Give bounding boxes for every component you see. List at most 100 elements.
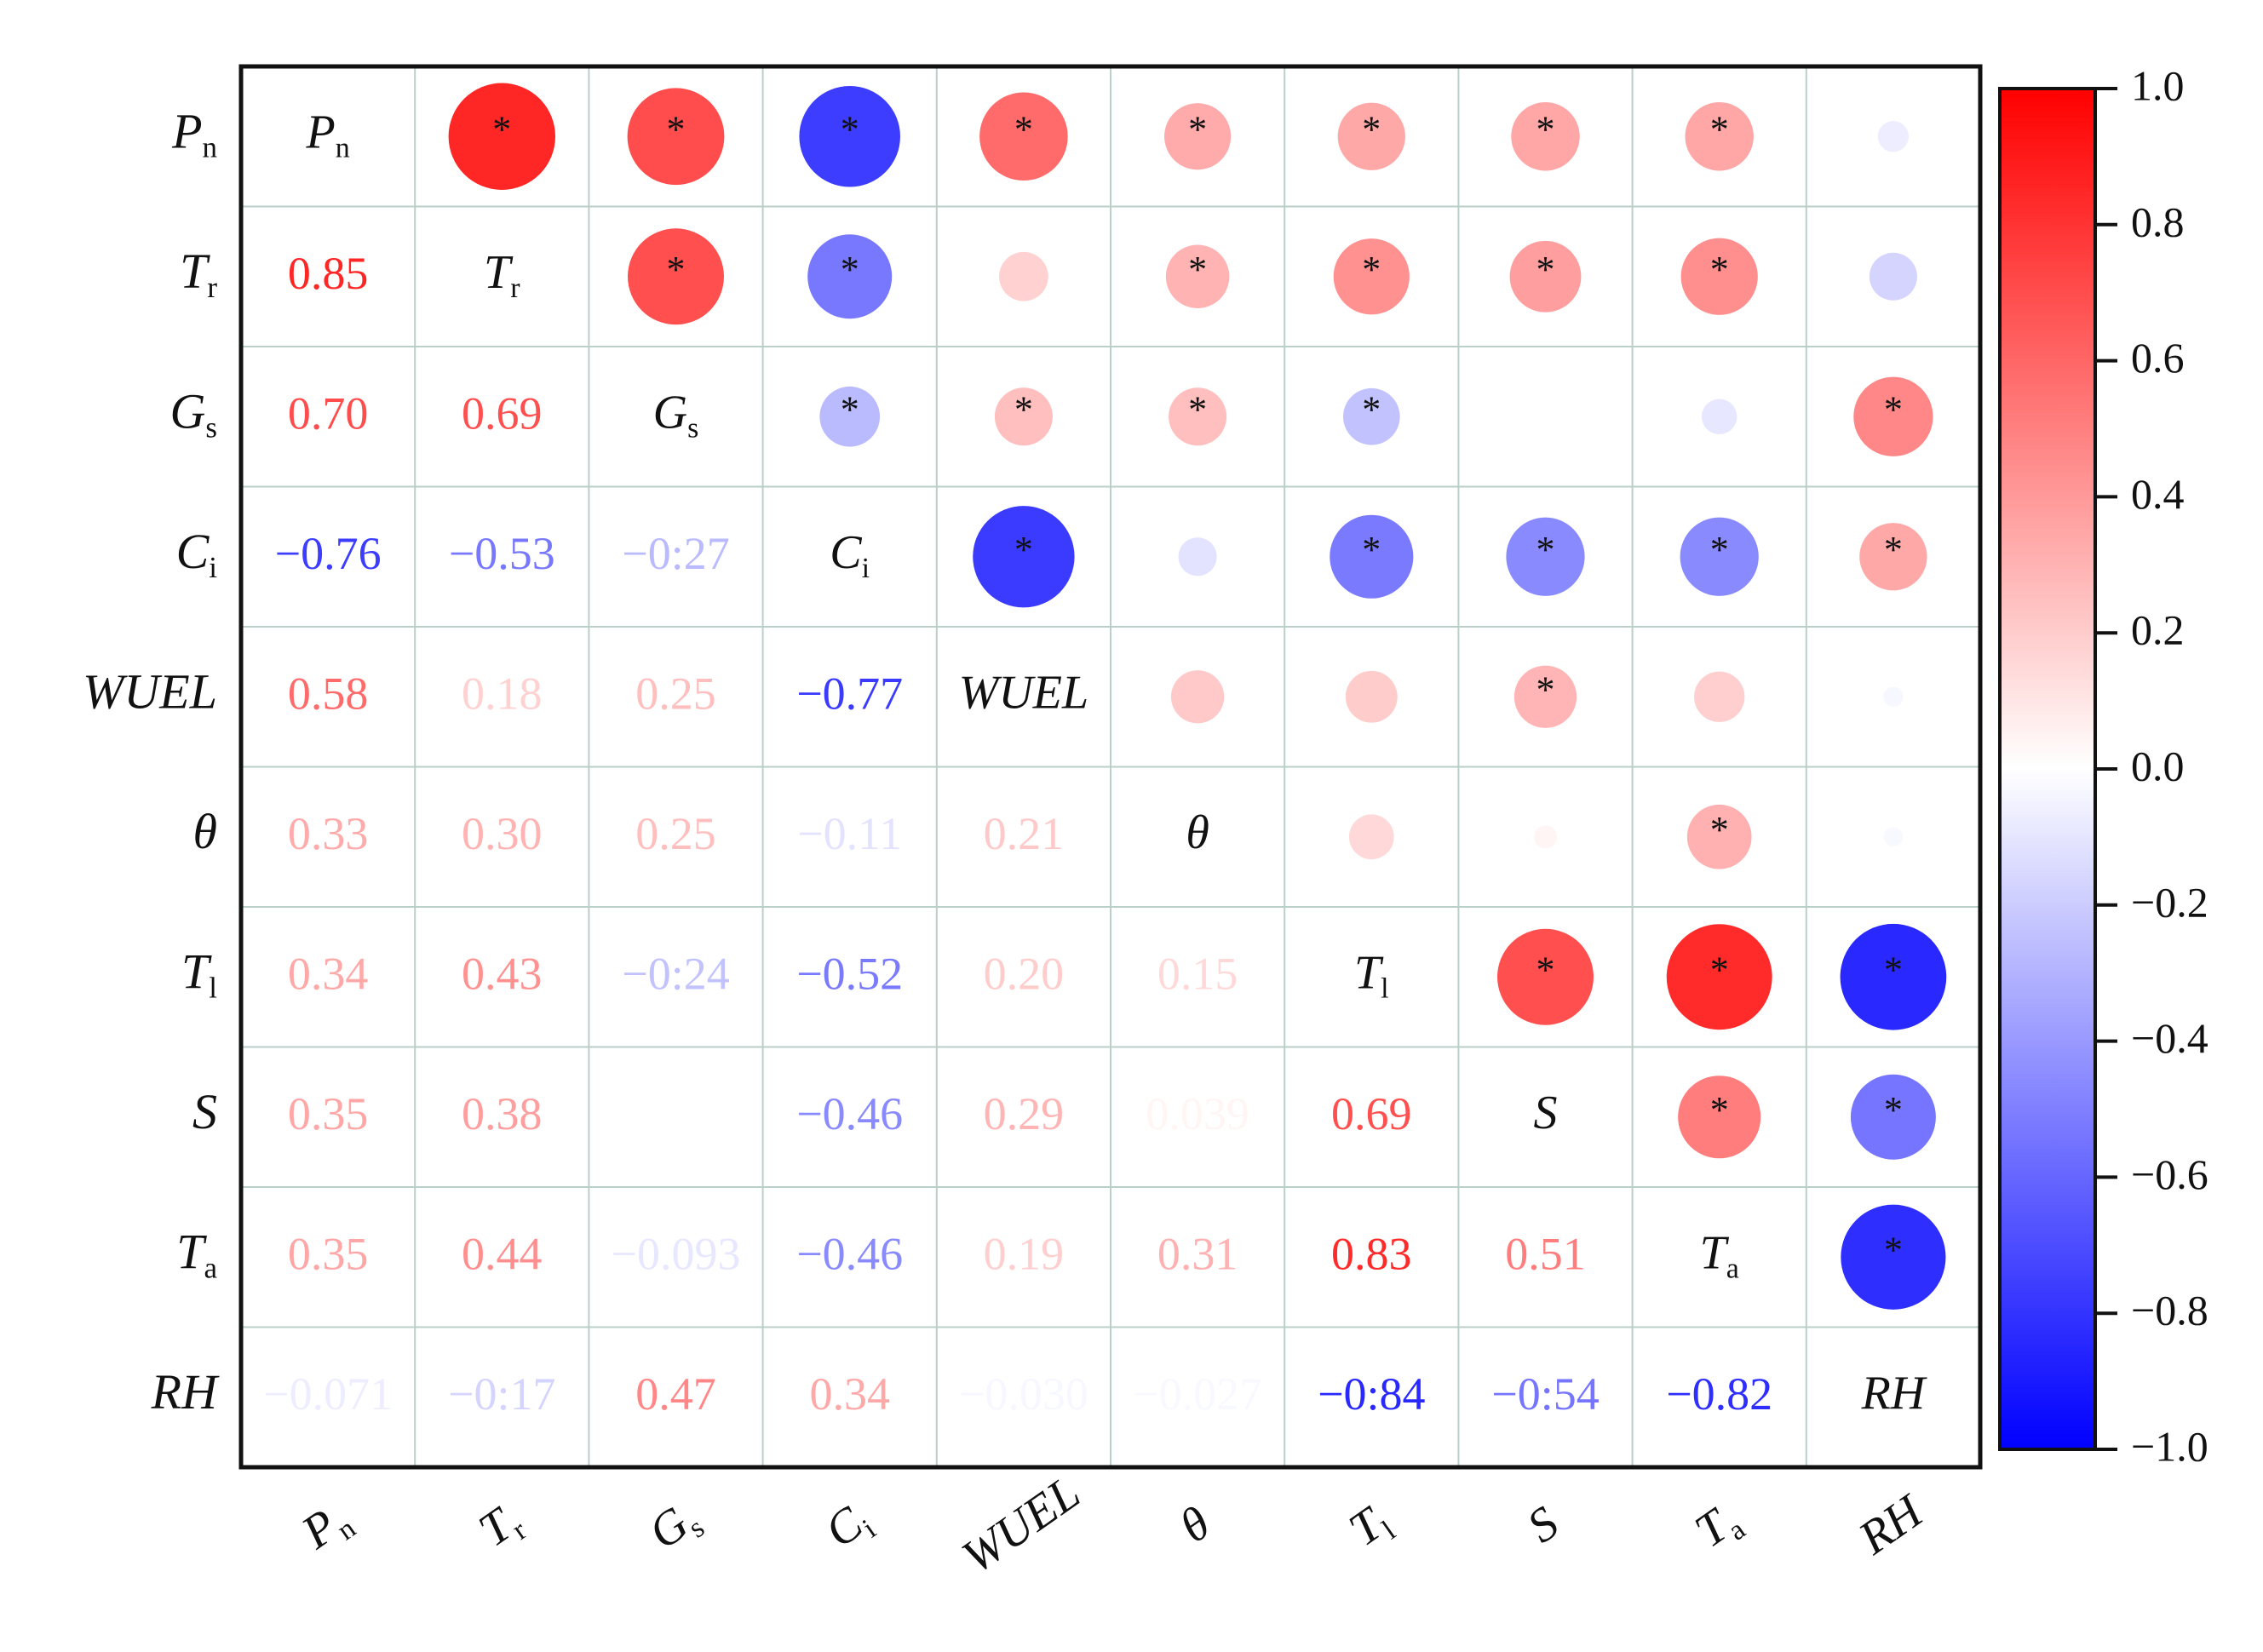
- corr-circle-0-6: [1337, 102, 1405, 170]
- significance-star: *: [1014, 388, 1033, 430]
- corr-circle-5-9: [1883, 827, 1904, 846]
- col-label-5: θ: [1170, 1496, 1220, 1553]
- significance-star: *: [1362, 249, 1381, 290]
- col-label-group-0: Pn: [292, 1491, 362, 1564]
- colorbar-tick-label: 0.8: [2131, 198, 2185, 245]
- corr-circle-4-5: [1170, 670, 1225, 724]
- corr-value-6-1: 0.43: [462, 949, 543, 1000]
- significance-star: *: [1884, 949, 1903, 990]
- corr-circle-0-4: [979, 92, 1068, 181]
- row-label-1: Tr: [180, 244, 217, 304]
- corr-value-3-2: −0:27: [622, 528, 729, 579]
- significance-star: *: [1884, 1229, 1903, 1271]
- corr-value-5-2: 0.25: [635, 808, 716, 859]
- significance-star: *: [841, 108, 859, 150]
- col-label-9: RH: [1849, 1484, 1934, 1566]
- corr-circle-1-4: [999, 251, 1048, 301]
- corr-circle-5-7: [1534, 825, 1557, 849]
- corr-value-8-5: 0.31: [1157, 1229, 1238, 1280]
- colorbar-tick-label: 0.2: [2131, 606, 2185, 654]
- corr-circle-2-3: [819, 386, 881, 447]
- col-label-group-2: Gs: [640, 1497, 710, 1560]
- corr-circle-6-8: [1666, 924, 1772, 1030]
- corr-value-9-2: 0.47: [635, 1368, 716, 1420]
- corr-value-8-2: −0.093: [612, 1229, 741, 1280]
- col-label-4: WUEL: [953, 1466, 1089, 1584]
- corr-value-7-0: 0.35: [288, 1088, 369, 1139]
- corr-circle-8-9: [1841, 1204, 1946, 1310]
- significance-star: *: [1362, 529, 1381, 571]
- col-label-0: Pn: [292, 1491, 362, 1564]
- corr-value-7-6: 0.69: [1331, 1088, 1412, 1139]
- colorbar-tick-label: 1.0: [2131, 61, 2185, 109]
- corr-value-4-0: 0.58: [288, 668, 369, 720]
- significance-star: *: [1536, 949, 1555, 990]
- diagonal-label-2: Gs: [653, 386, 699, 444]
- diagonal-label-9: RH: [1861, 1367, 1927, 1420]
- corr-circle-2-8: [1701, 399, 1737, 434]
- corr-value-6-4: 0.20: [984, 949, 1065, 1000]
- corr-circle-1-7: [1509, 240, 1582, 313]
- significance-star: *: [1188, 108, 1207, 150]
- corr-circle-0-9: [1877, 121, 1910, 152]
- corr-value-4-3: −0.77: [796, 668, 903, 720]
- diagonal-label-0: Pn: [305, 106, 349, 163]
- colorbar-tick-label: −0.2: [2131, 878, 2208, 926]
- corr-circle-4-6: [1345, 670, 1398, 723]
- corr-value-6-5: 0.15: [1157, 949, 1238, 1000]
- corr-value-6-3: −0.52: [796, 949, 903, 1000]
- corr-circle-1-5: [1165, 244, 1230, 308]
- corr-value-8-0: 0.35: [288, 1229, 369, 1280]
- col-label-group-7: S: [1518, 1496, 1568, 1553]
- corr-value-8-3: −0.46: [796, 1229, 903, 1280]
- corr-value-5-1: 0.30: [462, 808, 543, 859]
- significance-star: *: [667, 108, 686, 150]
- significance-star: *: [1884, 388, 1903, 430]
- corr-value-8-7: 0.51: [1505, 1229, 1586, 1280]
- colorbar-tick-label: −1.0: [2131, 1422, 2208, 1470]
- corr-circle-3-7: [1506, 517, 1585, 596]
- corr-value-9-6: −0:84: [1318, 1368, 1425, 1420]
- plot-border: [238, 64, 1983, 1470]
- row-labels: Pn Tr Gs Ci WUEL θ Tl S Ta RH: [83, 104, 220, 1420]
- corr-value-7-5: 0.039: [1146, 1088, 1249, 1139]
- corr-value-7-3: −0.46: [796, 1088, 903, 1139]
- corr-value-9-8: −0.82: [1666, 1368, 1772, 1420]
- diagonal-label-4: WUEL: [959, 666, 1088, 719]
- diagonal-label-3: Ci: [830, 526, 870, 584]
- colorbar-tick-label: −0.6: [2131, 1150, 2208, 1198]
- corr-value-3-0: −0.76: [275, 528, 382, 579]
- corr-value-6-2: −0:24: [622, 949, 729, 1000]
- corr-circle-3-6: [1330, 514, 1414, 599]
- corr-value-7-4: 0.29: [984, 1088, 1065, 1139]
- col-label-group-6: Tl: [1340, 1496, 1401, 1557]
- col-label-group-1: Tr: [469, 1496, 532, 1557]
- significance-star: *: [1188, 388, 1207, 430]
- col-label-group-8: Ta: [1686, 1498, 1751, 1558]
- significance-star: *: [492, 108, 511, 150]
- corr-circle-1-6: [1333, 238, 1410, 315]
- significance-star: *: [841, 249, 859, 290]
- row-label-0: Pn: [171, 104, 217, 164]
- corr-value-9-5: −0.027: [1133, 1368, 1262, 1420]
- row-label-4: WUEL: [83, 664, 217, 720]
- col-label-3: Ci: [816, 1492, 882, 1563]
- significance-star: *: [1536, 529, 1555, 571]
- corr-circle-6-7: [1497, 928, 1594, 1025]
- corr-value-5-4: 0.21: [984, 808, 1065, 859]
- corr-value-5-0: 0.33: [288, 808, 369, 859]
- corr-value-5-3: −0.11: [797, 808, 902, 859]
- corr-value-6-0: 0.34: [288, 949, 369, 1000]
- corr-circle-7-9: [1850, 1074, 1936, 1160]
- significance-star: *: [1710, 949, 1729, 990]
- col-label-group-3: Ci: [816, 1492, 882, 1563]
- significance-star: *: [1014, 529, 1033, 571]
- significance-star: *: [1710, 249, 1729, 290]
- corr-value-9-0: −0.071: [263, 1368, 393, 1420]
- corr-value-7-1: 0.38: [462, 1088, 543, 1139]
- corr-value-8-6: 0.83: [1331, 1229, 1412, 1280]
- significance-star: *: [1188, 249, 1207, 290]
- corr-value-2-1: 0.69: [462, 388, 543, 439]
- significance-star: *: [667, 249, 686, 290]
